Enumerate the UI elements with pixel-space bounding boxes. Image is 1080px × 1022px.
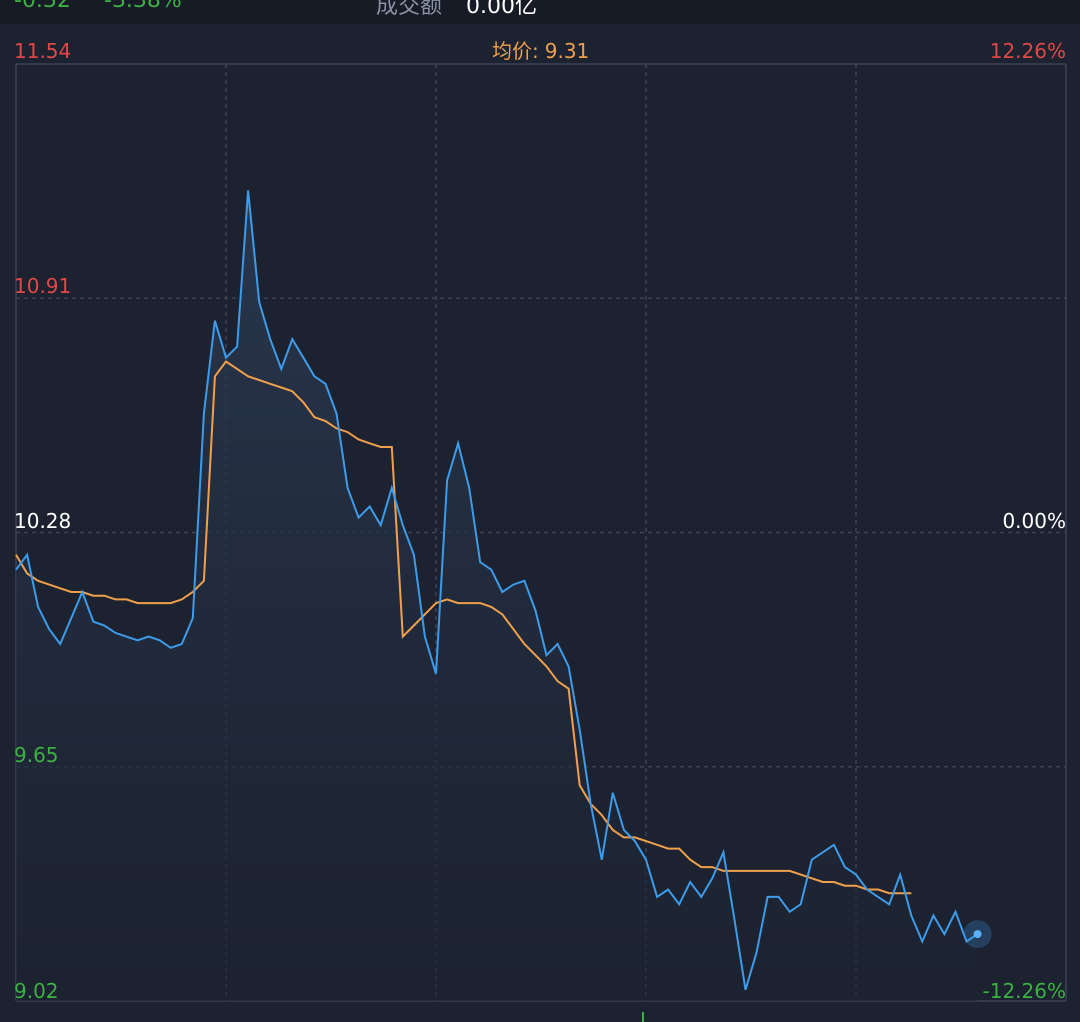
price-area-fill (16, 190, 978, 1001)
pct-tick-bottom: -12.26% (983, 979, 1066, 1003)
avg-price-line (15, 360, 912, 895)
turnover-value: 0.00亿 (466, 0, 537, 19)
y-tick-top: 11.54 (14, 39, 71, 63)
price-change: -0.32 (14, 0, 71, 13)
last-price-dot (973, 930, 982, 939)
y-tick-upper: 10.91 (14, 274, 71, 298)
y-tick-bottom: 9.02 (14, 979, 59, 1003)
avg-price-label: 均价: 9.31 (492, 39, 589, 63)
y-tick-base: 10.28 (14, 509, 71, 533)
price-line (15, 190, 979, 991)
y-tick-lower: 9.65 (14, 743, 59, 767)
pct-tick-top: 12.26% (990, 39, 1066, 63)
quote-header: -0.32 -3.38% 成交额 0.00亿 (0, 0, 1080, 24)
price-change-percent: -3.38% (104, 0, 182, 13)
turnover-label: 成交额 (376, 0, 443, 19)
pct-tick-base: 0.00% (1002, 509, 1066, 533)
